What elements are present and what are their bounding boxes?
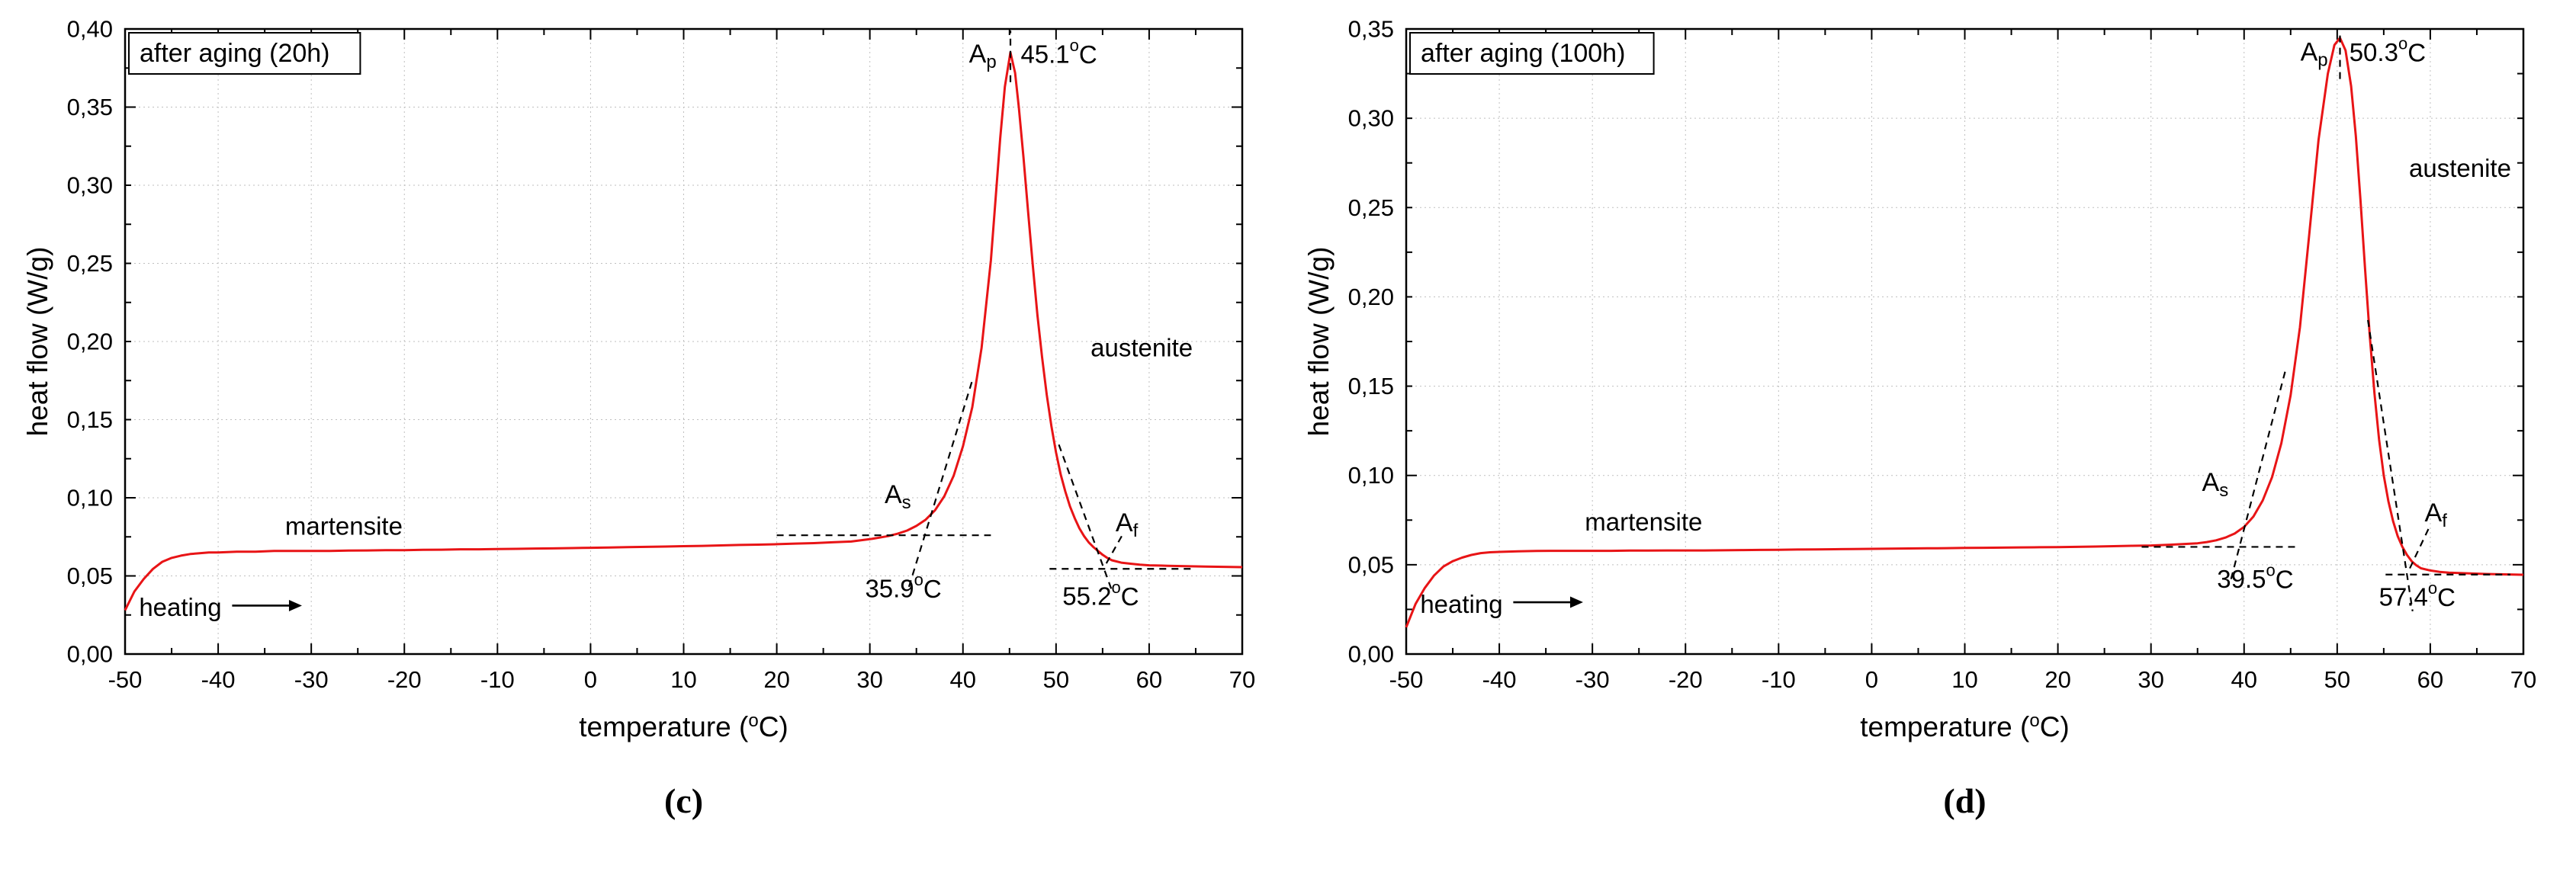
peak-label: Ap xyxy=(969,40,997,72)
svg-text:20: 20 xyxy=(2044,666,2070,693)
x-tick-labels: -50 -40 -30 -20 -10 0 10 20 30 40 50 60 70 xyxy=(1389,666,2537,693)
svg-text:-40: -40 xyxy=(201,666,236,693)
plot-border xyxy=(1405,27,2525,656)
svg-text:0,15: 0,15 xyxy=(1348,373,1394,399)
dsc-curve xyxy=(124,51,1243,611)
offset-label: Af xyxy=(2425,499,2448,531)
svg-text:0,40: 0,40 xyxy=(67,16,113,43)
svg-text:30: 30 xyxy=(2138,666,2163,693)
offset-label: Af xyxy=(1116,508,1139,541)
legend-text: after aging (100h) xyxy=(1421,39,1625,68)
svg-text:0,05: 0,05 xyxy=(67,563,113,589)
dsc-panel-d: -50 -40 -30 -20 -10 0 10 20 30 40 50 60 70 0,00 0,05 0,… xyxy=(1299,12,2550,821)
svg-text:0,20: 0,20 xyxy=(67,329,113,355)
svg-text:0,30: 0,30 xyxy=(67,172,113,199)
svg-text:70: 70 xyxy=(1229,666,1255,693)
legend-box: after aging (20h) xyxy=(128,32,361,75)
phase-label: austenite xyxy=(2409,154,2511,182)
heating-arrowhead xyxy=(1569,596,1583,608)
onset-temp: 35.9oC xyxy=(865,569,941,602)
offset-temp: 55.2oC xyxy=(1062,578,1139,611)
svg-text:0,35: 0,35 xyxy=(67,94,113,120)
svg-text:-10: -10 xyxy=(1762,666,1796,693)
grid xyxy=(1405,28,2524,655)
peak-temp: 45.1oC xyxy=(1020,35,1097,68)
heating-annotation: heating xyxy=(139,593,302,621)
svg-text:0,00: 0,00 xyxy=(67,641,113,668)
heating-label: heating xyxy=(1420,590,1502,618)
construction-lines xyxy=(776,30,1194,594)
annotation-labels: Ap 50.3oC As 39.5oC Af 57.4oC martensite austen… xyxy=(1585,34,2511,611)
svg-text:0,25: 0,25 xyxy=(1348,194,1394,221)
dsc-chart-d-svg: -50 -40 -30 -20 -10 0 10 20 30 40 50 60 700,000,050,… xyxy=(1303,16,2537,743)
x-tick-labels: -50 -40 -30 -20 -10 0 10 20 30 40 50 60 70 xyxy=(108,666,1256,693)
svg-text:0: 0 xyxy=(1865,666,1878,693)
heating-label: heating xyxy=(139,593,221,621)
svg-text:-50: -50 xyxy=(108,666,143,693)
panel-caption-d: (d) xyxy=(1299,781,2550,821)
svg-text:-50: -50 xyxy=(1389,666,1424,693)
svg-text:0,05: 0,05 xyxy=(1348,551,1394,578)
y-tick-labels: 0,00 0,05 0,10 0,15 0,20 0,25 0,30 0,35 xyxy=(1348,16,1394,668)
x-axis-title: temperature (oC) xyxy=(579,710,789,742)
y-axis-title: heat flow (W/g) xyxy=(1303,247,1335,437)
onset-label: As xyxy=(885,480,911,513)
peak-label: Ap xyxy=(2301,37,2328,69)
svg-text:-30: -30 xyxy=(294,666,329,693)
y-axis-title: heat flow (W/g) xyxy=(22,247,53,437)
svg-text:-30: -30 xyxy=(1575,666,1610,693)
peak-temp: 50.3oC xyxy=(2350,34,2426,66)
svg-text:50: 50 xyxy=(2324,666,2350,693)
svg-text:10: 10 xyxy=(670,666,696,693)
dsc-curve xyxy=(1405,37,2524,628)
onset-label: As xyxy=(2202,468,2229,501)
svg-text:20: 20 xyxy=(763,666,789,693)
svg-text:60: 60 xyxy=(2417,666,2443,693)
x-axis-title: temperature (oC) xyxy=(1860,710,2070,742)
legend-box: after aging (100h) xyxy=(1409,32,1655,75)
caption-text: (c) xyxy=(663,781,704,820)
dsc-panel-c: -50 -40 -30 -20 -10 0 10 20 30 40 50 60 70 0,00 0,05 0,… xyxy=(18,12,1269,821)
svg-text:-10: -10 xyxy=(480,666,515,693)
svg-text:0,20: 0,20 xyxy=(1348,284,1394,310)
svg-text:0,00: 0,00 xyxy=(1348,641,1394,668)
svg-text:70: 70 xyxy=(2510,666,2536,693)
figure-row: -50 -40 -30 -20 -10 0 10 20 30 40 50 60 70 0,00 0,05 0,… xyxy=(18,12,2550,821)
panel-caption-c: (c) xyxy=(18,781,1269,821)
plot-border xyxy=(124,27,1244,656)
svg-text:0,25: 0,25 xyxy=(67,250,113,277)
svg-text:-20: -20 xyxy=(387,666,422,693)
y-tick-labels: 0,00 0,05 0,10 0,15 0,20 0,25 0,30 0,35 0,40 xyxy=(67,16,113,668)
caption-text: (d) xyxy=(1943,781,1987,820)
grid xyxy=(124,28,1243,655)
phase-label: martensite xyxy=(285,511,403,540)
heating-arrowhead xyxy=(288,599,302,611)
svg-text:50: 50 xyxy=(1043,666,1069,693)
dsc-chart-c-svg: -50 -40 -30 -20 -10 0 10 20 30 40 50 60 700,000,050,… xyxy=(22,16,1256,743)
svg-text:0,15: 0,15 xyxy=(67,406,113,433)
onset-temp: 39.5oC xyxy=(2217,560,2293,593)
svg-text:-20: -20 xyxy=(1669,666,1703,693)
phase-label: austenite xyxy=(1090,334,1193,362)
svg-text:40: 40 xyxy=(950,666,976,693)
svg-text:0: 0 xyxy=(584,666,597,693)
svg-text:0,30: 0,30 xyxy=(1348,105,1394,132)
svg-text:10: 10 xyxy=(1951,666,1977,693)
svg-text:0,10: 0,10 xyxy=(67,485,113,511)
axis-ticks xyxy=(1405,28,2524,655)
svg-text:0,35: 0,35 xyxy=(1348,16,1394,43)
svg-text:30: 30 xyxy=(856,666,882,693)
legend-text: after aging (20h) xyxy=(140,39,330,68)
heating-annotation: heating xyxy=(1420,590,1583,618)
construction-lines xyxy=(2141,30,2510,611)
offset-temp: 57.4oC xyxy=(2379,579,2456,611)
svg-text:-40: -40 xyxy=(1482,666,1517,693)
annotation-labels: Ap 45.1oC As 35.9oC Af 55.2oC martensite austen… xyxy=(285,35,1193,610)
svg-text:60: 60 xyxy=(1136,666,1162,693)
svg-text:0,10: 0,10 xyxy=(1348,462,1394,489)
phase-label: martensite xyxy=(1585,508,1702,536)
svg-text:40: 40 xyxy=(2231,666,2257,693)
